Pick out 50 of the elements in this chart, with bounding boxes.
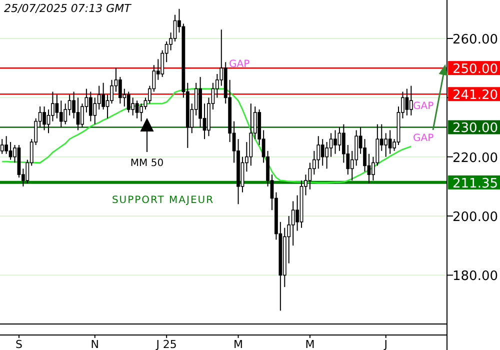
candlestick [0,138,4,154]
candlestick [4,136,8,154]
y-tick-label: 260.00 [452,32,498,48]
candlestick [88,91,92,122]
ref-line-label: 241.20 [452,88,498,104]
x-tick-label: M [305,338,315,350]
candlestick [405,88,409,116]
candlestick [308,162,312,190]
candlestick [55,94,59,119]
y-tick-label: 180.00 [452,269,498,284]
ref-line-label: 250.00 [452,62,498,78]
annotation: GAP [413,133,434,144]
annotation: GAP [413,101,434,112]
ref-line-label: 230.00 [452,121,498,136]
y-tick-label: 220.00 [452,150,498,166]
x-tick-label: N [90,338,99,350]
candlestick [135,100,139,119]
x-tick-label: J [383,338,388,350]
candlestick [131,97,135,116]
candlestick [325,142,329,170]
candlestick [354,130,358,166]
candlestick [409,85,413,116]
annotation: MM 50 [130,158,164,169]
annotation: SUPPORT MAJEUR [112,195,214,206]
ref-line-label: 211.35 [452,176,498,192]
x-tick-label: M [234,338,244,350]
candlestick [93,97,97,125]
candlestick [291,200,295,246]
candlestick [140,103,143,122]
candlestick [363,138,366,172]
candlestick [42,106,46,131]
candlestick [329,132,333,158]
candlestick [51,91,54,122]
candlestick [320,138,324,166]
candlestick [59,100,63,128]
candlestick [384,132,388,158]
candlestick [110,79,114,104]
annotation: GAP [229,59,250,70]
candlestick [316,136,320,170]
candlestick [118,76,122,104]
candlestick [334,130,337,154]
candlestick [64,103,68,125]
annotation: 25/07/2025 07:13 GMT [4,2,132,15]
candlestick [102,82,106,110]
x-tick-label: S [15,338,22,350]
x-tick-label: J 25 [155,338,177,350]
candlestick [126,91,130,113]
y-tick-label: 200.00 [452,210,498,225]
candlestick [249,103,253,166]
candlestick [388,130,392,154]
